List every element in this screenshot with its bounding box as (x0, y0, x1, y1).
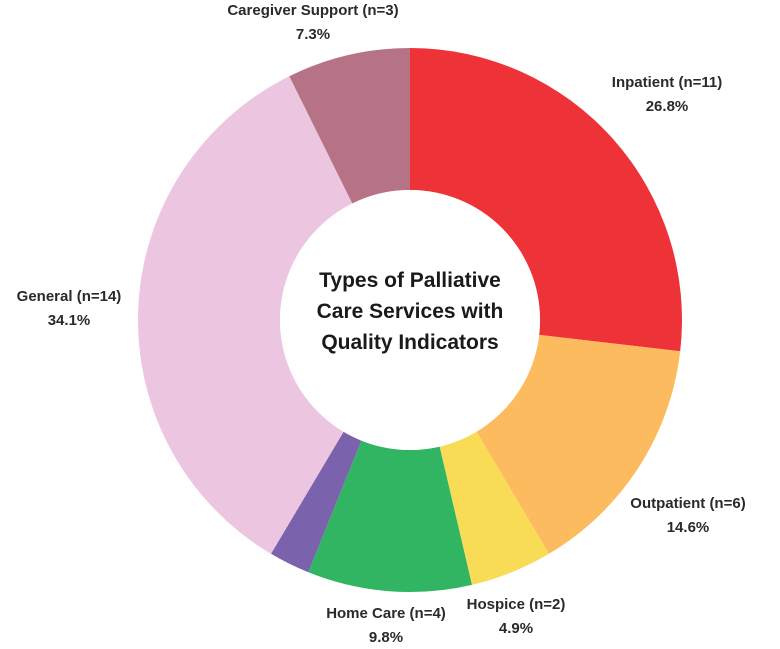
donut-slices (138, 48, 683, 592)
chart-title-line-3: Quality Indicators (321, 331, 498, 354)
slice-label-name-7: Caregiver Support (n=3) (227, 2, 398, 19)
donut-hole (280, 190, 540, 450)
slice-label-percent-3: 4.9% (499, 620, 533, 637)
donut-slice-2 (476, 334, 681, 554)
slice-label-percent-6: 34.1% (48, 312, 91, 329)
slice-label-percent-4: 9.8% (369, 629, 403, 646)
slice-label-percent-1: 26.8% (646, 98, 689, 115)
slice-label-name-2: Outpatient (n=6) (630, 495, 745, 512)
donut-slice-5 (271, 431, 362, 573)
slice-labels: Inpatient (n=11) 26.8% Outpatient (n=6) 14.… (17, 2, 746, 646)
slice-label-name-4: Home Care (n=4) (326, 605, 446, 622)
slice-label-name-3: Hospice (n=2) (467, 596, 566, 613)
donut-slice-7 (289, 48, 410, 204)
donut-slice-6 (138, 76, 353, 554)
slice-label-name-6: General (n=14) (17, 288, 122, 305)
chart-title-line-2: Care Services with (317, 300, 504, 323)
slice-label-name-1: Inpatient (n=11) (612, 74, 722, 91)
slice-label-percent-7: 7.3% (296, 26, 330, 43)
chart-title-line-1: Types of Palliative (319, 269, 501, 292)
donut-slice-4 (308, 440, 472, 592)
donut-slice-3 (439, 431, 549, 585)
donut-slice-1 (410, 48, 683, 352)
slice-label-percent-2: 14.6% (667, 519, 710, 536)
